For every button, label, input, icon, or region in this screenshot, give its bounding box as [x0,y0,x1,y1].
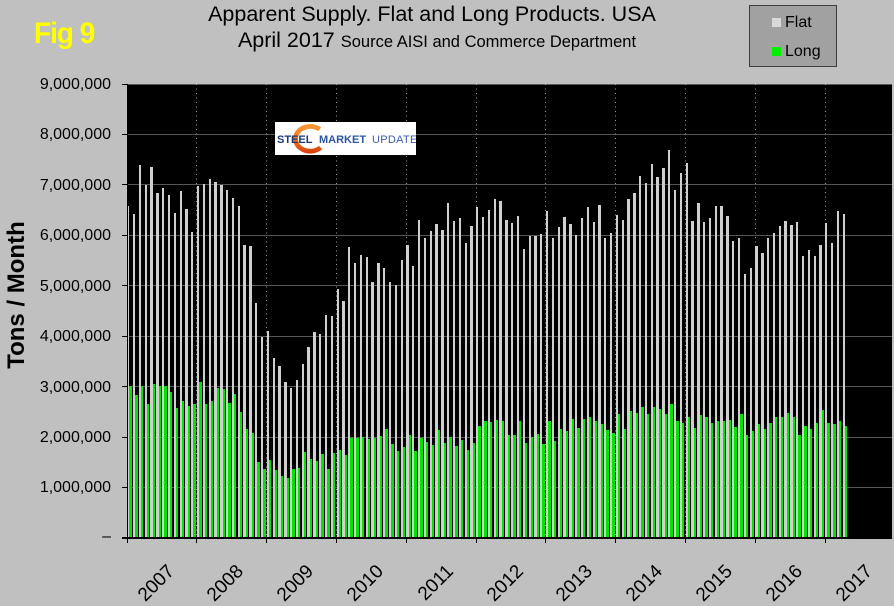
svg-text:UPDATE: UPDATE [372,134,416,146]
svg-text:STEEL: STEEL [277,134,313,146]
svg-text:MARKET: MARKET [319,134,366,146]
